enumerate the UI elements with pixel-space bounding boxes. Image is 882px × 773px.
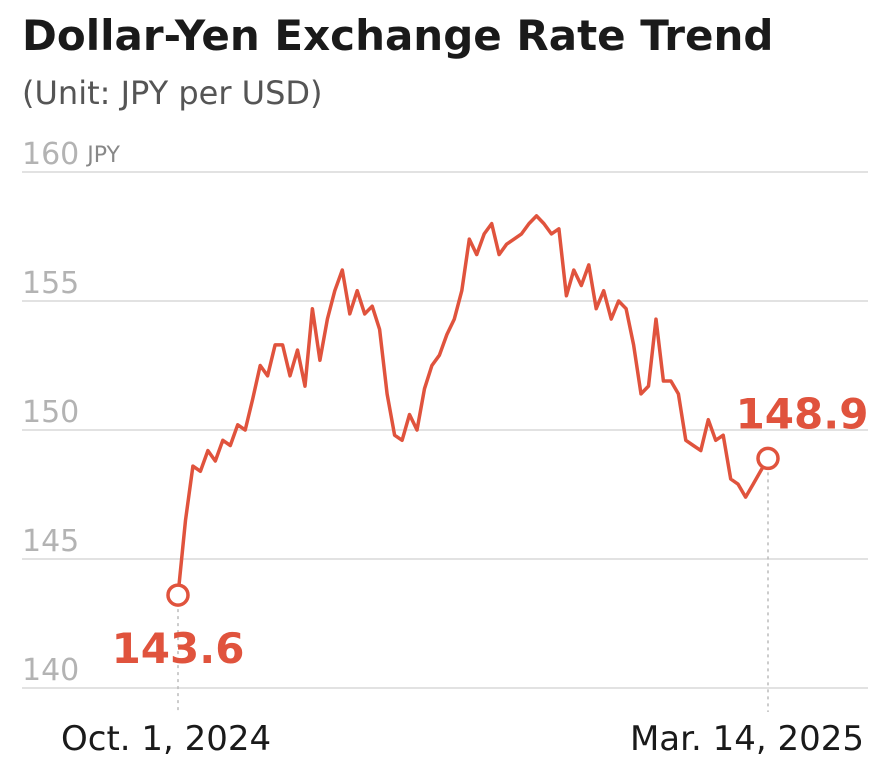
y-tick-label: 140 xyxy=(22,653,79,688)
chart-subtitle: (Unit: JPY per USD) xyxy=(22,74,323,112)
y-tick-label: 145 xyxy=(22,524,79,559)
line xyxy=(176,214,770,596)
y-unit: JPY xyxy=(85,143,120,168)
chart-title: Dollar-Yen Exchange Rate Trend xyxy=(22,11,773,60)
end-point xyxy=(166,583,190,607)
y-tick-label: 150 xyxy=(22,395,79,430)
value-label: 148.9 xyxy=(736,389,869,438)
y-tick-label: 160 xyxy=(22,137,79,172)
x-tick-label: Oct. 1, 2024 xyxy=(61,719,271,759)
end-point xyxy=(756,446,780,471)
x-tick-label: Mar. 14, 2025 xyxy=(630,719,864,759)
y-tick-label: 155 xyxy=(22,266,79,301)
value-label: 143.6 xyxy=(112,624,245,673)
